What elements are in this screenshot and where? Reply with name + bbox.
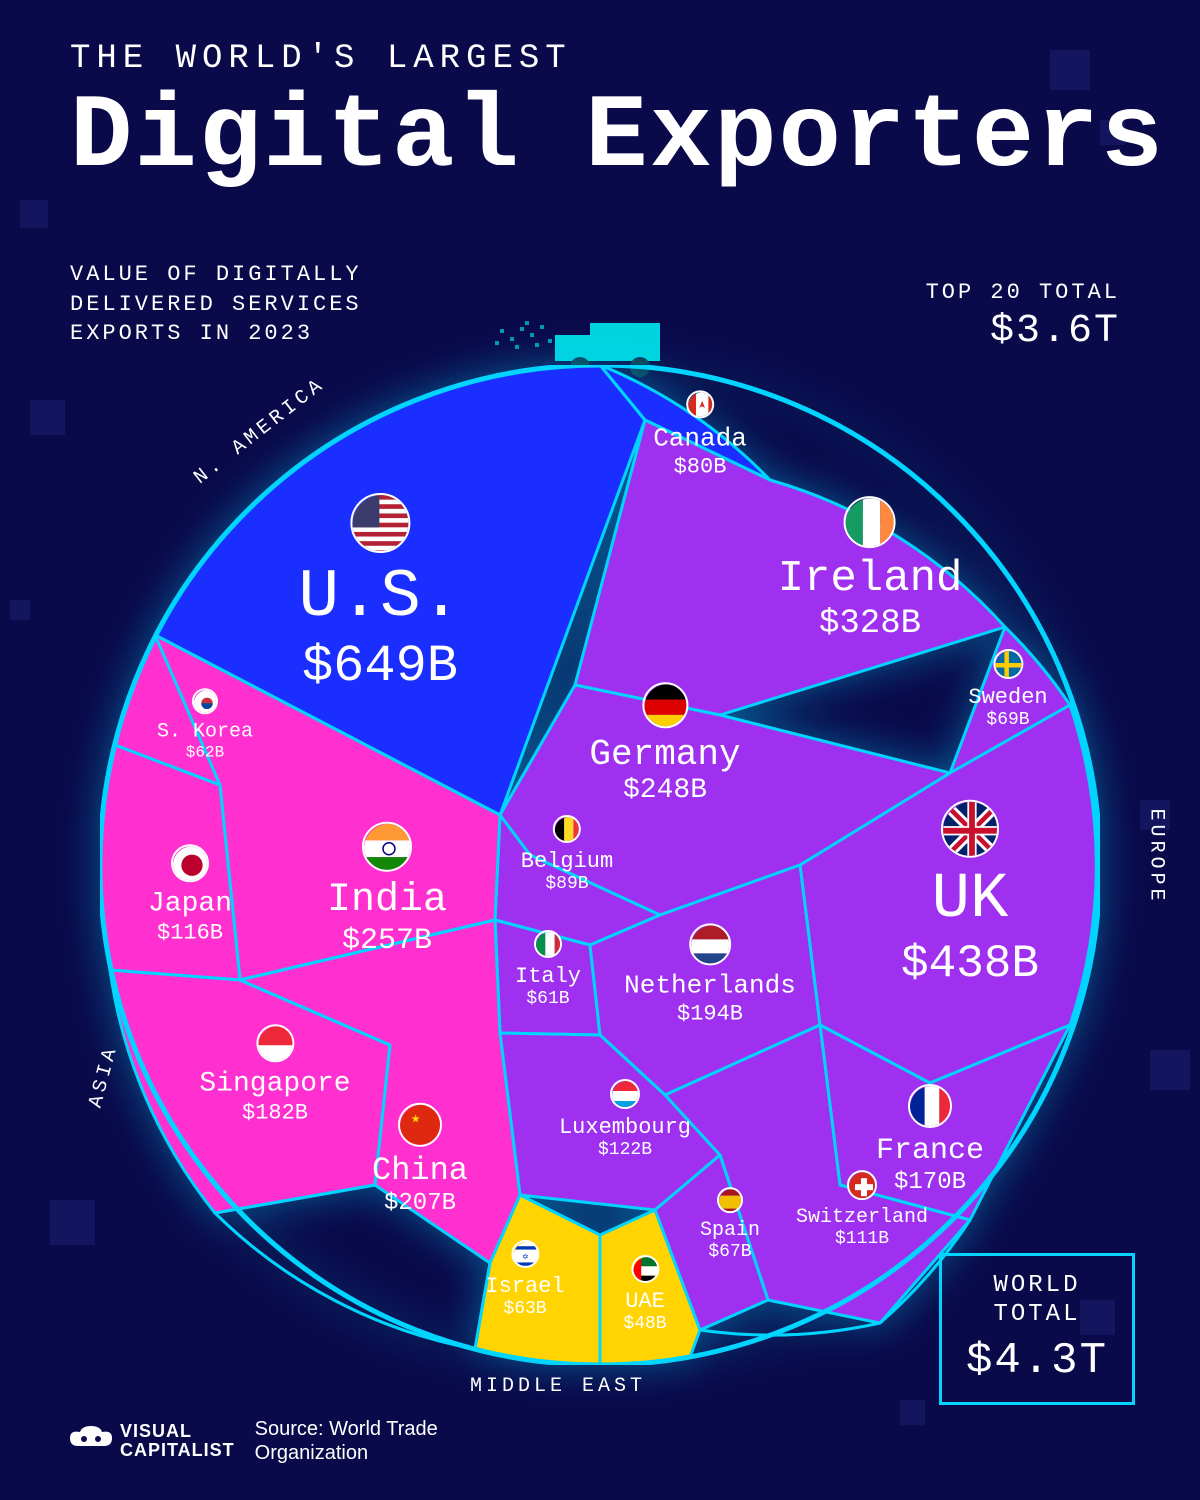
region-label-middleeast: MIDDLE EAST <box>470 1375 646 1398</box>
source-row: VISUALCAPITALIST Source: World TradeOrga… <box>70 1417 438 1465</box>
visual-capitalist-logo: VISUALCAPITALIST <box>70 1422 235 1460</box>
voronoi-chart: N. AMERICAEUROPEASIAMIDDLE EAST U.S. $64… <box>100 365 1100 1365</box>
top20-total: TOP 20 TOTAL $3.6T <box>926 280 1120 354</box>
top20-label: TOP 20 TOTAL <box>926 280 1120 305</box>
cell-ireland <box>575 420 1005 715</box>
description: VALUE OF DIGITALLYDELIVERED SERVICESEXPO… <box>70 260 362 349</box>
source-text: Source: World TradeOrganization <box>255 1417 438 1465</box>
world-total-value: $4.3T <box>966 1336 1108 1386</box>
header-title: Digital Exporters <box>70 86 1165 190</box>
header-subtitle: THE WORLD'S LARGEST <box>70 40 1165 78</box>
cloud-icon <box>70 1426 112 1456</box>
header: THE WORLD'S LARGEST Digital Exporters <box>70 40 1165 190</box>
world-total-box: WORLDTOTAL $4.3T <box>939 1253 1135 1405</box>
world-total-label: WORLDTOTAL <box>966 1272 1108 1330</box>
chart-svg <box>100 365 1100 1365</box>
top20-value: $3.6T <box>926 309 1120 354</box>
region-label-europe: EUROPE <box>1145 808 1168 904</box>
